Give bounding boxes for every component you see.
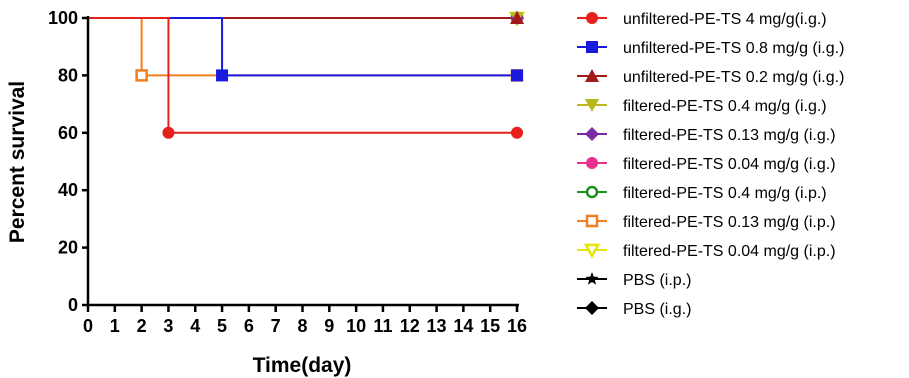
legend-marker <box>585 99 599 112</box>
x-tick-label: 0 <box>83 316 93 336</box>
legend-item: unfiltered-PE-TS 4 mg/g(i.g.) <box>577 11 827 28</box>
x-tick-label: 3 <box>163 316 173 336</box>
data-point <box>216 69 229 82</box>
y-tick-label: 40 <box>58 180 78 200</box>
legend-label: unfiltered-PE-TS 4 mg/g(i.g.) <box>623 11 827 28</box>
x-tick-label: 9 <box>324 316 334 336</box>
x-tick-label: 7 <box>271 316 281 336</box>
legend-marker <box>583 243 601 259</box>
legend: unfiltered-PE-TS 4 mg/g(i.g.) unfiltered-… <box>577 11 844 318</box>
y-tick-label: 80 <box>58 65 78 85</box>
plot-markers <box>135 11 526 139</box>
series-line <box>88 17 517 134</box>
legend-item: filtered-PE-TS 0.13 mg/g (i.g.) <box>577 127 836 144</box>
legend-marker <box>586 157 598 169</box>
legend-marker <box>585 127 599 141</box>
x-tick-label: 12 <box>400 316 420 336</box>
data-point <box>511 69 523 82</box>
y-tick-label: 60 <box>58 123 78 143</box>
x-axis-title: Time(day) <box>253 354 352 377</box>
legend-item: filtered-PE-TS 0.4 mg/g (i.g.) <box>577 98 827 115</box>
legend-marker <box>585 301 599 315</box>
x-tick-label: 2 <box>137 316 147 336</box>
x-tick-label: 13 <box>427 316 447 336</box>
legend-marker <box>585 69 599 82</box>
plot-lines <box>88 17 517 134</box>
y-axis-title: Percent survival <box>6 81 29 243</box>
y-tick-label: 0 <box>68 295 78 315</box>
legend-label: filtered-PE-TS 0.13 mg/g (i.p.) <box>623 214 836 231</box>
x-tick-label: 11 <box>373 316 392 336</box>
series-line <box>88 17 517 77</box>
x-tick-label: 10 <box>346 316 366 336</box>
legend-item: filtered-PE-TS 0.04 mg/g (i.g.) <box>577 156 836 173</box>
data-point <box>510 11 524 24</box>
x-tick-label: 8 <box>297 316 307 336</box>
legend-marker <box>586 12 598 24</box>
y-tick-label: 20 <box>58 238 78 258</box>
legend-item: PBS (i.p.) <box>577 272 691 289</box>
legend-marker <box>585 272 599 285</box>
x-tick-label: 16 <box>507 316 527 336</box>
x-tick-label: 5 <box>217 316 227 336</box>
legend-item: unfiltered-PE-TS 0.8 mg/g (i.g.) <box>577 40 844 57</box>
legend-label: unfiltered-PE-TS 0.2 mg/g (i.g.) <box>623 69 844 86</box>
x-tick-label: 15 <box>480 316 500 336</box>
legend-label: filtered-PE-TS 0.13 mg/g (i.g.) <box>623 127 836 144</box>
legend-label: unfiltered-PE-TS 0.8 mg/g (i.g.) <box>623 40 844 57</box>
x-tick-label: 6 <box>244 316 254 336</box>
x-tick-label: 14 <box>453 316 473 336</box>
legend-item: filtered-PE-TS 0.04 mg/g (i.p.) <box>577 243 836 260</box>
legend-item: PBS (i.g.) <box>577 301 691 318</box>
series-line <box>88 17 517 77</box>
legend-marker <box>586 41 598 53</box>
legend-item: unfiltered-PE-TS 0.2 mg/g (i.g.) <box>577 69 844 86</box>
legend-item: filtered-PE-TS 0.4 mg/g (i.p.) <box>577 185 827 202</box>
legend-marker <box>585 185 599 199</box>
legend-label: PBS (i.g.) <box>623 301 691 318</box>
x-tick-label: 1 <box>110 316 120 336</box>
x-tick-label: 4 <box>190 316 200 336</box>
data-point <box>162 126 175 139</box>
legend-label: filtered-PE-TS 0.04 mg/g (i.p.) <box>623 243 836 260</box>
y-tick-label: 100 <box>48 8 78 28</box>
legend-label: filtered-PE-TS 0.4 mg/g (i.g.) <box>623 98 827 115</box>
legend-marker <box>585 214 599 228</box>
data-point <box>135 69 148 82</box>
legend-label: filtered-PE-TS 0.04 mg/g (i.g.) <box>623 156 836 173</box>
data-point <box>511 126 523 139</box>
legend-item: filtered-PE-TS 0.13 mg/g (i.p.) <box>577 214 836 231</box>
legend-label: PBS (i.p.) <box>623 272 691 289</box>
legend-label: filtered-PE-TS 0.4 mg/g (i.p.) <box>623 185 827 202</box>
